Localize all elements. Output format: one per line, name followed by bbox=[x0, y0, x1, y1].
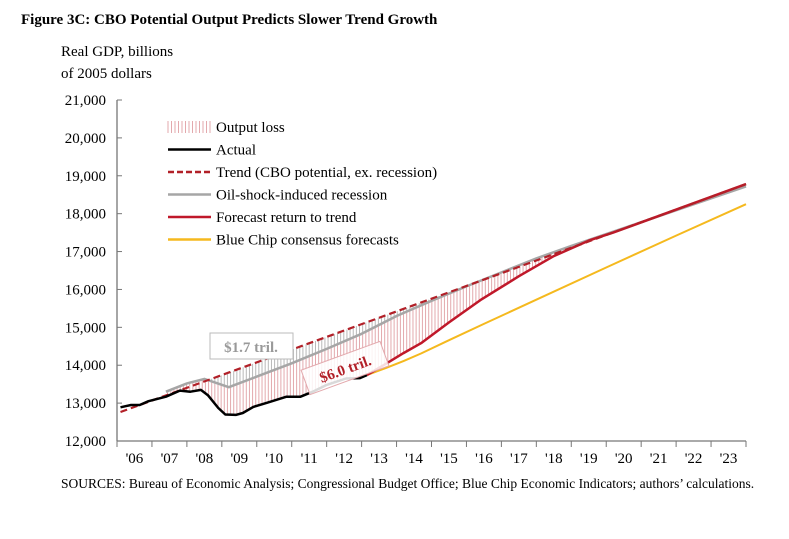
x-tick-label: '06 bbox=[126, 451, 144, 467]
x-tick-label: '13 bbox=[370, 451, 388, 467]
legend-label: Oil-shock-induced recession bbox=[216, 188, 388, 204]
x-tick-label: '10 bbox=[265, 451, 283, 467]
x-tick-label: '14 bbox=[405, 451, 423, 467]
x-tick-label: '19 bbox=[580, 451, 598, 467]
y-axis-label: Real GDP, billions of 2005 dollars bbox=[61, 41, 173, 85]
legend-label: Blue Chip consensus forecasts bbox=[216, 233, 399, 249]
x-tick-label: '17 bbox=[510, 451, 528, 467]
x-tick-label: '18 bbox=[545, 451, 563, 467]
y-axis-label-line: Real GDP, billions bbox=[61, 44, 174, 60]
annotation-6.0-group: $6.0 tril. bbox=[300, 340, 390, 396]
x-tick-label: '21 bbox=[650, 451, 668, 467]
annotation-1.7-tril: $1.7 tril. bbox=[224, 340, 278, 356]
legend-label: Actual bbox=[216, 143, 256, 159]
y-tick-label: 19,000 bbox=[65, 169, 106, 185]
y-axis-label-line: of 2005 dollars bbox=[61, 66, 152, 82]
y-tick-label: 20,000 bbox=[65, 131, 106, 147]
legend-label: Trend (CBO potential, ex. recession) bbox=[216, 165, 437, 181]
x-tick-label: '12 bbox=[335, 451, 353, 467]
legend-label: Output loss bbox=[216, 120, 285, 136]
y-tick-label: 15,000 bbox=[65, 320, 106, 336]
x-tick-label: '07 bbox=[161, 451, 179, 467]
y-tick-label: 12,000 bbox=[65, 434, 106, 450]
annotation-box-1.7 bbox=[209, 332, 294, 360]
x-tick-label: '23 bbox=[720, 451, 738, 467]
y-tick-label: 14,000 bbox=[65, 358, 106, 374]
y-tick-label: 16,000 bbox=[65, 282, 106, 298]
y-tick-label: 18,000 bbox=[65, 207, 106, 223]
series-line-oil-shock bbox=[165, 185, 747, 393]
legend: Output loss Actual Trend (CBO potential, e… bbox=[167, 120, 437, 249]
series-line-forecast bbox=[366, 182, 747, 377]
series-line-bluechip bbox=[366, 203, 747, 377]
x-tick-label: '09 bbox=[230, 451, 248, 467]
y-tick-label: 17,000 bbox=[65, 245, 106, 261]
y-tick-label: 13,000 bbox=[65, 396, 106, 412]
x-tick-label: '16 bbox=[475, 451, 493, 467]
x-tick-label: '15 bbox=[440, 451, 458, 467]
x-tick-label: '22 bbox=[685, 451, 703, 467]
x-tick-label: '20 bbox=[615, 451, 633, 467]
series-line-trend bbox=[120, 183, 747, 414]
y-tick-label: 21,000 bbox=[65, 93, 106, 109]
legend-label: Forecast return to trend bbox=[216, 210, 357, 226]
annotation-box-6.0 bbox=[300, 340, 390, 396]
sources-note: SOURCES: Bureau of Economic Analysis; Co… bbox=[61, 476, 755, 491]
x-tick-label: '08 bbox=[196, 451, 214, 467]
x-tick-label: '11 bbox=[301, 451, 318, 467]
chart-title: Figure 3C: CBO Potential Output Predicts… bbox=[21, 12, 438, 28]
